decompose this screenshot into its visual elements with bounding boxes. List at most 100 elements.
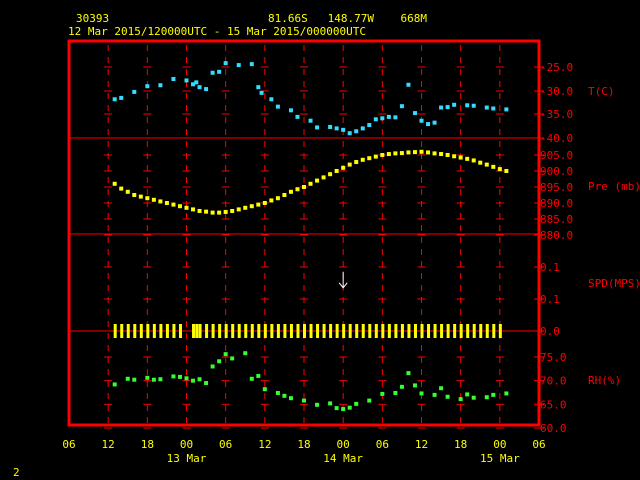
temperature-point-11 [210, 70, 215, 75]
temperature-panel-label: T(C) [588, 85, 615, 98]
wind-point-43 [394, 324, 398, 338]
humidity-point-28 [347, 405, 352, 410]
page-number: 2 [13, 466, 20, 479]
wind-point-25 [276, 324, 280, 338]
x-tick-label-6: 18 [297, 438, 310, 451]
wind-point-8 [165, 324, 169, 338]
wind-point-7 [159, 324, 163, 338]
pressure-point-41 [380, 153, 385, 157]
x-date-label-2: 15 Mar [480, 452, 520, 465]
pressure-point-39 [367, 156, 372, 161]
wind-point-10 [178, 324, 182, 338]
pressure-point-35 [341, 165, 346, 170]
temperature-point-5 [171, 77, 176, 81]
humidity-point-21 [282, 393, 287, 398]
temperature-point-0 [112, 97, 117, 102]
wind-point-13 [198, 324, 202, 338]
humidity-point-29 [354, 401, 359, 406]
x-date-label-0: 13 Mar [167, 452, 207, 465]
humidity-tick-label-2: 65.0 [540, 398, 567, 411]
wind-point-0 [113, 324, 117, 338]
wind-point-4 [139, 324, 143, 338]
wind-point-33 [329, 324, 333, 338]
pressure-point-11 [184, 205, 189, 210]
wind-point-9 [172, 324, 176, 338]
temperature-point-46 [484, 105, 489, 110]
temperature-point-18 [269, 97, 274, 102]
wind-point-52 [453, 324, 457, 338]
temperature-point-30 [367, 123, 372, 128]
temperature-point-9 [197, 85, 202, 90]
wind-point-48 [427, 324, 431, 338]
wind-point-55 [472, 324, 476, 338]
wind-point-47 [420, 324, 424, 338]
temperature-point-42 [445, 105, 450, 110]
pressure-point-10 [177, 204, 182, 209]
humidity-tick-label-1: 70.0 [540, 375, 567, 388]
temperature-point-13 [223, 61, 228, 66]
x-tick-label-7: 00 [337, 438, 350, 451]
wind-point-23 [263, 324, 267, 338]
pressure-point-0 [112, 181, 117, 186]
humidity-point-18 [256, 373, 261, 378]
pressure-point-8 [164, 201, 169, 205]
pressure-point-52 [452, 154, 457, 159]
wind-point-22 [257, 324, 261, 338]
pressure-point-25 [275, 196, 280, 201]
wind-point-42 [387, 324, 391, 338]
pressure-point-29 [302, 185, 306, 189]
pressure-point-56 [478, 160, 483, 165]
x-tick-label-1: 12 [102, 438, 115, 451]
pressure-tick-label-0: 905.0 [540, 149, 573, 162]
humidity-point-0 [112, 382, 117, 387]
pressure-point-22 [256, 202, 261, 207]
temperature-point-39 [426, 122, 431, 127]
humidity-point-40 [458, 397, 463, 402]
pressure-point-33 [328, 172, 333, 177]
humidity-point-15 [230, 356, 235, 361]
humidity-point-20 [275, 390, 280, 395]
temperature-tick-label-0: -25.0 [540, 61, 573, 74]
pressure-point-28 [295, 187, 300, 192]
pressure-point-49 [432, 151, 437, 156]
wind-point-1 [120, 324, 124, 338]
temperature-tick-label-3: -40.0 [540, 132, 573, 145]
humidity-point-32 [393, 390, 398, 395]
x-tick-label-4: 06 [219, 438, 232, 451]
x-tick-label-3: 00 [180, 438, 193, 451]
pressure-point-54 [465, 156, 470, 161]
temperature-point-37 [412, 111, 417, 116]
wind-tick-label-0: 0.1 [540, 261, 560, 274]
temperature-point-44 [465, 103, 470, 108]
pressure-point-40 [373, 154, 378, 159]
pressure-point-30 [308, 181, 313, 186]
pressure-point-59 [497, 167, 502, 172]
temperature-point-31 [373, 117, 378, 122]
pressure-point-18 [230, 209, 235, 213]
temperature-tick-label-2: -35.0 [540, 108, 573, 121]
wind-point-35 [342, 324, 346, 338]
pressure-tick-label-1: 900.0 [540, 165, 573, 178]
temperature-point-32 [380, 116, 385, 121]
pressure-tick-label-5: 880.0 [540, 229, 573, 242]
pressure-point-19 [236, 207, 241, 212]
temperature-point-28 [354, 129, 359, 134]
wind-point-37 [355, 324, 359, 338]
pressure-point-13 [197, 209, 202, 213]
humidity-point-38 [439, 386, 444, 391]
wind-point-39 [368, 324, 372, 338]
humidity-point-42 [471, 395, 476, 400]
humidity-point-30 [367, 398, 372, 403]
humidity-point-4 [151, 377, 156, 382]
humidity-point-12 [210, 364, 215, 369]
temperature-point-2 [132, 89, 137, 94]
wind-point-59 [498, 324, 502, 338]
time-period: 12 Mar 2015/120000UTC - 15 Mar 2015/0000… [68, 25, 366, 38]
wind-point-50 [440, 324, 444, 338]
wind-point-46 [413, 324, 417, 338]
temperature-tick-label-1: -30.0 [540, 85, 573, 98]
x-tick-label-10: 18 [454, 438, 467, 451]
pressure-point-57 [484, 162, 489, 167]
pressure-point-20 [243, 205, 248, 210]
wind-point-14 [205, 324, 209, 338]
